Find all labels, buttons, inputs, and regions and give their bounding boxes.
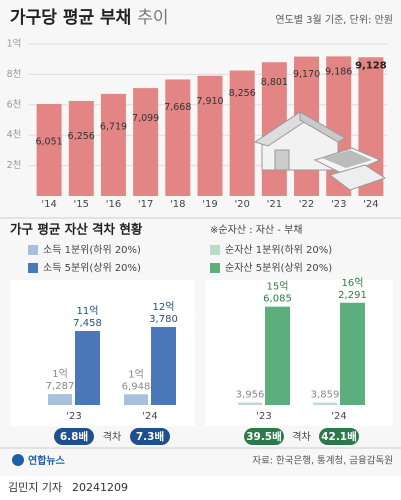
value-label: 1억 (128, 368, 144, 380)
legend-swatch (28, 245, 38, 255)
value-label: 6,948 (122, 381, 151, 392)
x-tick-label: '14 (41, 199, 56, 210)
value-label: 1억 (52, 368, 68, 380)
bar (100, 93, 126, 196)
legend-label: 순자산 1분위(하위 20%) (225, 243, 332, 256)
value-label: 9,186 (325, 66, 352, 77)
value-label: 16억 (342, 277, 364, 289)
title-suffix: 추이 (137, 8, 168, 28)
bar (197, 75, 223, 196)
legend-swatch (210, 245, 220, 255)
ratio-label: 6.8배 (60, 430, 88, 443)
section-title: 가구 평균 자산 격차 현황 (10, 222, 143, 237)
value-label: 3,780 (149, 314, 178, 325)
legend-label: 순자산 5분위(상위 20%) (225, 261, 332, 274)
value-label: 3,956 (236, 390, 265, 401)
bar (265, 306, 290, 405)
value-label: 6,051 (35, 137, 62, 148)
y-tick-label: 6천 (7, 99, 22, 110)
x-tick-label: '24 (363, 199, 378, 210)
byline-bar (0, 476, 401, 500)
date: 20241209 (72, 481, 128, 494)
value-label: 15억 (267, 281, 289, 293)
value-label: 9,128 (355, 60, 387, 71)
value-label: 3,859 (311, 390, 340, 401)
bar (68, 100, 94, 196)
value-label: 6,085 (263, 294, 292, 305)
x-tick-label: '23 (66, 411, 81, 422)
value-label: 8,256 (229, 88, 256, 99)
bar (36, 104, 62, 196)
reporter: 김민지 기자 (8, 481, 62, 494)
value-label: 7,910 (196, 96, 223, 107)
value-label: 2,291 (338, 290, 367, 301)
y-tick-label: 1억 (7, 38, 22, 50)
y-tick-label: 4천 (7, 130, 22, 141)
x-tick-label: '23 (256, 411, 271, 422)
x-tick-label: '20 (234, 199, 249, 210)
x-tick-label: '21 (267, 199, 282, 210)
x-tick-label: '22 (299, 199, 314, 210)
y-tick-label: 8천 (7, 69, 22, 80)
bar (151, 327, 176, 405)
bar (238, 402, 262, 405)
bar (229, 70, 255, 196)
bar (133, 88, 159, 196)
bar (48, 394, 72, 405)
value-label: 7,668 (164, 102, 191, 113)
ratio-label: 39.5배 (246, 430, 282, 443)
source: 자료: 한국은행, 통계청, 금융감독원 (252, 455, 393, 467)
legend-label: 소득 5분위(상위 20%) (43, 261, 141, 274)
value-label: 12억 (153, 301, 175, 313)
section-note: ※순자산 : 자산 - 부채 (210, 224, 302, 236)
value-label: 7,458 (73, 318, 102, 329)
value-label: 11억 (77, 305, 99, 317)
title: 가구당 평균 부채 추이 (10, 8, 169, 28)
bar (313, 402, 337, 405)
value-label: 6,256 (68, 131, 95, 142)
subtitle: 연도별 3월 기준, 단위: 만원 (275, 13, 393, 26)
title-main: 가구당 평균 부채 (10, 8, 131, 28)
value-label: 9,170 (293, 69, 320, 80)
logo-icon (12, 454, 24, 466)
x-tick-label: '24 (142, 411, 157, 422)
bar (340, 302, 365, 405)
bar (165, 79, 191, 196)
x-tick-label: '23 (331, 199, 346, 210)
y-tick-label: 2천 (7, 160, 22, 171)
x-tick-label: '19 (202, 199, 217, 210)
value-label: 6,719 (100, 121, 127, 132)
legend-swatch (210, 263, 220, 273)
legend-label: 소득 1분위(하위 20%) (43, 243, 141, 256)
ratio-badge (130, 428, 170, 445)
value-label: 7,287 (46, 381, 75, 392)
ratio-caption: 격차 (292, 430, 310, 443)
legend-swatch (28, 263, 38, 273)
x-tick-label: '24 (331, 411, 346, 422)
ratio-caption: 격차 (103, 430, 121, 443)
bar (124, 394, 148, 405)
x-tick-label: '17 (138, 199, 153, 210)
value-label: 7,099 (132, 113, 159, 124)
house-illustration (253, 111, 387, 191)
x-tick-label: '15 (74, 199, 89, 210)
logo: 연합뉴스 (28, 454, 65, 467)
x-tick-label: '18 (170, 199, 185, 210)
ratio-badge (244, 428, 284, 445)
value-label: 8,801 (261, 77, 288, 88)
ratio-label: 7.3배 (136, 430, 164, 443)
ratio-label: 42.1배 (321, 430, 357, 443)
ratio-badge (319, 428, 359, 445)
x-tick-label: '16 (106, 199, 121, 210)
bar (75, 331, 100, 405)
ratio-badge (54, 428, 94, 445)
